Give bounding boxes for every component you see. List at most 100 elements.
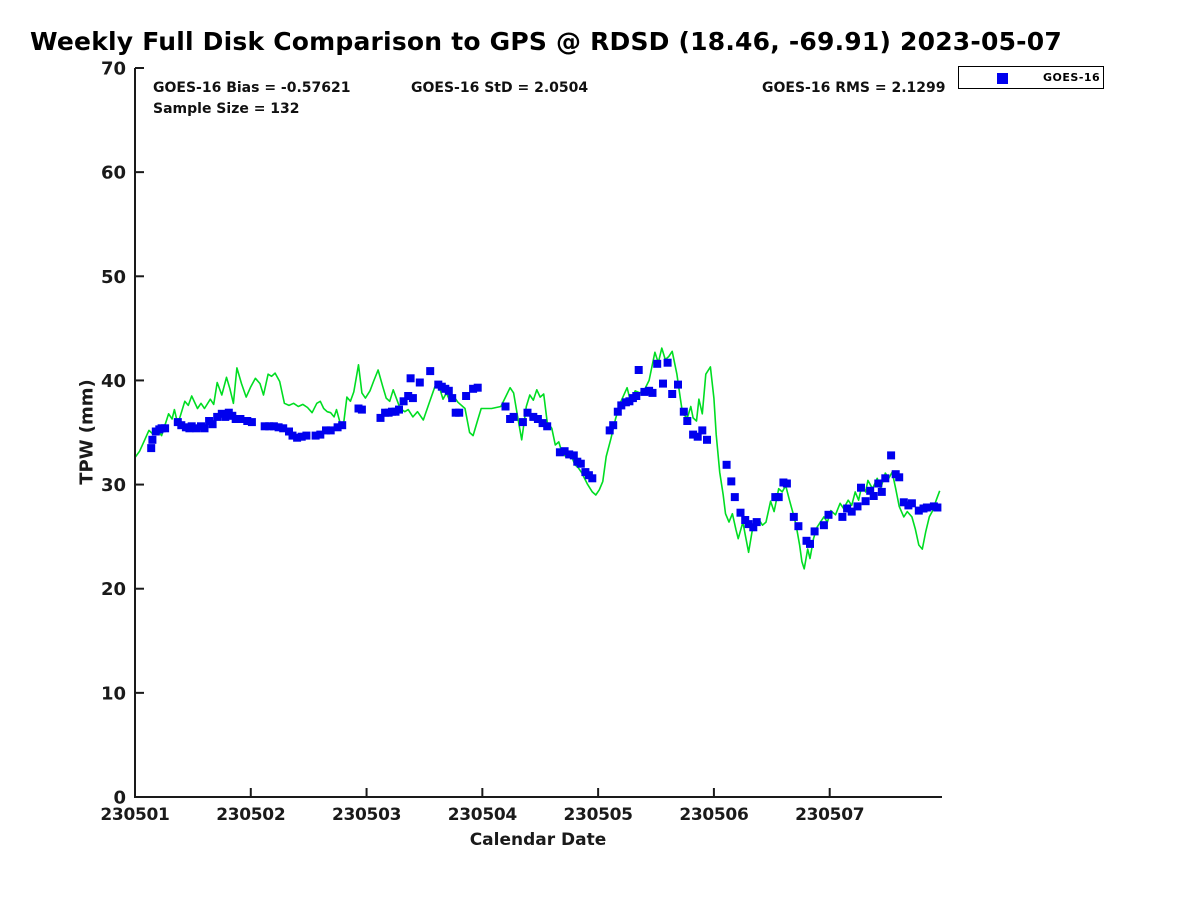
goes16-point	[569, 451, 578, 460]
x-axis-label: Calendar Date	[469, 830, 607, 850]
goes16-point	[668, 390, 677, 398]
x-tick-label: 230507	[795, 805, 864, 825]
goes16-point	[617, 401, 626, 410]
x-tick-label: 230506	[679, 805, 748, 825]
goes16-point	[727, 477, 736, 486]
goes16-point	[869, 492, 878, 500]
goes16-point	[247, 418, 256, 427]
goes16-point	[538, 419, 547, 428]
goes16-point	[543, 422, 552, 431]
goes16-point	[399, 397, 408, 406]
goes16-point	[501, 402, 510, 411]
goes16-point	[730, 493, 739, 502]
goes16-point	[395, 405, 403, 414]
goes16-point	[285, 427, 293, 436]
goes16-point	[877, 487, 886, 496]
goes16-point	[663, 358, 672, 367]
goes16-point	[326, 426, 335, 435]
goes16-point	[297, 432, 306, 441]
goes16-point	[933, 503, 942, 512]
goes16-point	[333, 423, 342, 432]
axis-frame	[134, 68, 942, 798]
x-tick-label: 230504	[448, 805, 518, 825]
goes16-point	[518, 418, 527, 427]
goes16-point	[533, 415, 542, 423]
goes16-point	[408, 394, 417, 403]
goes16-point	[914, 506, 923, 515]
goes16-point	[269, 422, 278, 431]
goes16-point	[794, 522, 803, 531]
goes16-point	[887, 451, 896, 460]
goes16-point	[895, 473, 904, 482]
goes16-point	[613, 407, 622, 416]
y-tick-label: 0	[113, 788, 126, 809]
y-tick-label: 10	[101, 683, 126, 704]
goes16-point	[404, 392, 413, 400]
goes16-point	[752, 518, 761, 527]
goes16-point	[415, 378, 424, 387]
goes16-point	[177, 421, 186, 430]
stat-rms: GOES-16 RMS = 2.1299	[762, 80, 946, 96]
goes16-point	[698, 426, 707, 435]
goes16-point	[338, 421, 347, 430]
goes16-point	[640, 387, 649, 396]
goes16-point	[426, 367, 435, 376]
goes16-point	[473, 383, 482, 392]
goes16-point	[509, 412, 518, 421]
x-tick-label: 230503	[332, 805, 401, 825]
gps-line	[134, 347, 941, 570]
goes16-point	[847, 507, 856, 516]
goes16-point	[192, 424, 201, 433]
goes16-point	[469, 384, 478, 393]
goes16-point	[866, 486, 875, 495]
legend-label: GOES-16	[1043, 71, 1101, 84]
goes16-point	[576, 459, 585, 468]
goes16-point	[609, 421, 618, 430]
goes16-point	[279, 424, 288, 433]
y-tick-label: 20	[101, 579, 126, 600]
goes16-point	[231, 415, 240, 423]
goes16-point	[899, 498, 908, 507]
goes16-point	[634, 366, 643, 374]
goes16-point	[288, 431, 297, 440]
goes16-point	[148, 435, 157, 444]
goes16-point	[376, 413, 385, 422]
goes16-point	[703, 435, 711, 444]
goes16-point	[147, 444, 156, 453]
stat-bias: GOES-16 Bias = -0.57621	[153, 80, 351, 96]
goes16-point	[648, 388, 657, 397]
x-tick-label: 230505	[564, 805, 633, 825]
goes16-point	[208, 420, 217, 429]
y-tick-label: 30	[101, 475, 126, 496]
y-tick-label: 60	[101, 163, 126, 184]
goes16-point	[221, 412, 230, 421]
chart-title: Weekly Full Disk Comparison to GPS @ RDS…	[30, 27, 1062, 56]
x-tick-label: 230502	[216, 805, 285, 825]
goes16-point	[455, 408, 464, 417]
stat-std: GOES-16 StD = 2.0504	[411, 80, 589, 96]
goes16-point	[632, 392, 641, 400]
goes16-point	[782, 479, 791, 488]
stat-sample-size: Sample Size = 132	[153, 101, 300, 117]
goes16-point	[260, 422, 269, 431]
goes16-point	[605, 426, 614, 435]
goes16-point	[311, 431, 320, 440]
legend-box: GOES-16	[958, 66, 1104, 89]
goes16-point	[674, 380, 682, 389]
legend-square-marker-icon	[997, 73, 1008, 84]
goes16-point	[922, 503, 931, 512]
goes16-point	[462, 392, 471, 400]
goes16-point	[529, 412, 538, 421]
goes16-point	[316, 430, 325, 439]
goes16-point	[243, 417, 252, 425]
goes16-point	[874, 479, 883, 488]
goes16-point	[588, 474, 597, 483]
goes16-point	[555, 448, 564, 457]
goes16-point	[679, 407, 688, 416]
goes16-point	[774, 493, 783, 502]
goes16-point	[653, 359, 662, 368]
goes16-point	[448, 394, 457, 403]
goes16-point	[838, 512, 847, 521]
